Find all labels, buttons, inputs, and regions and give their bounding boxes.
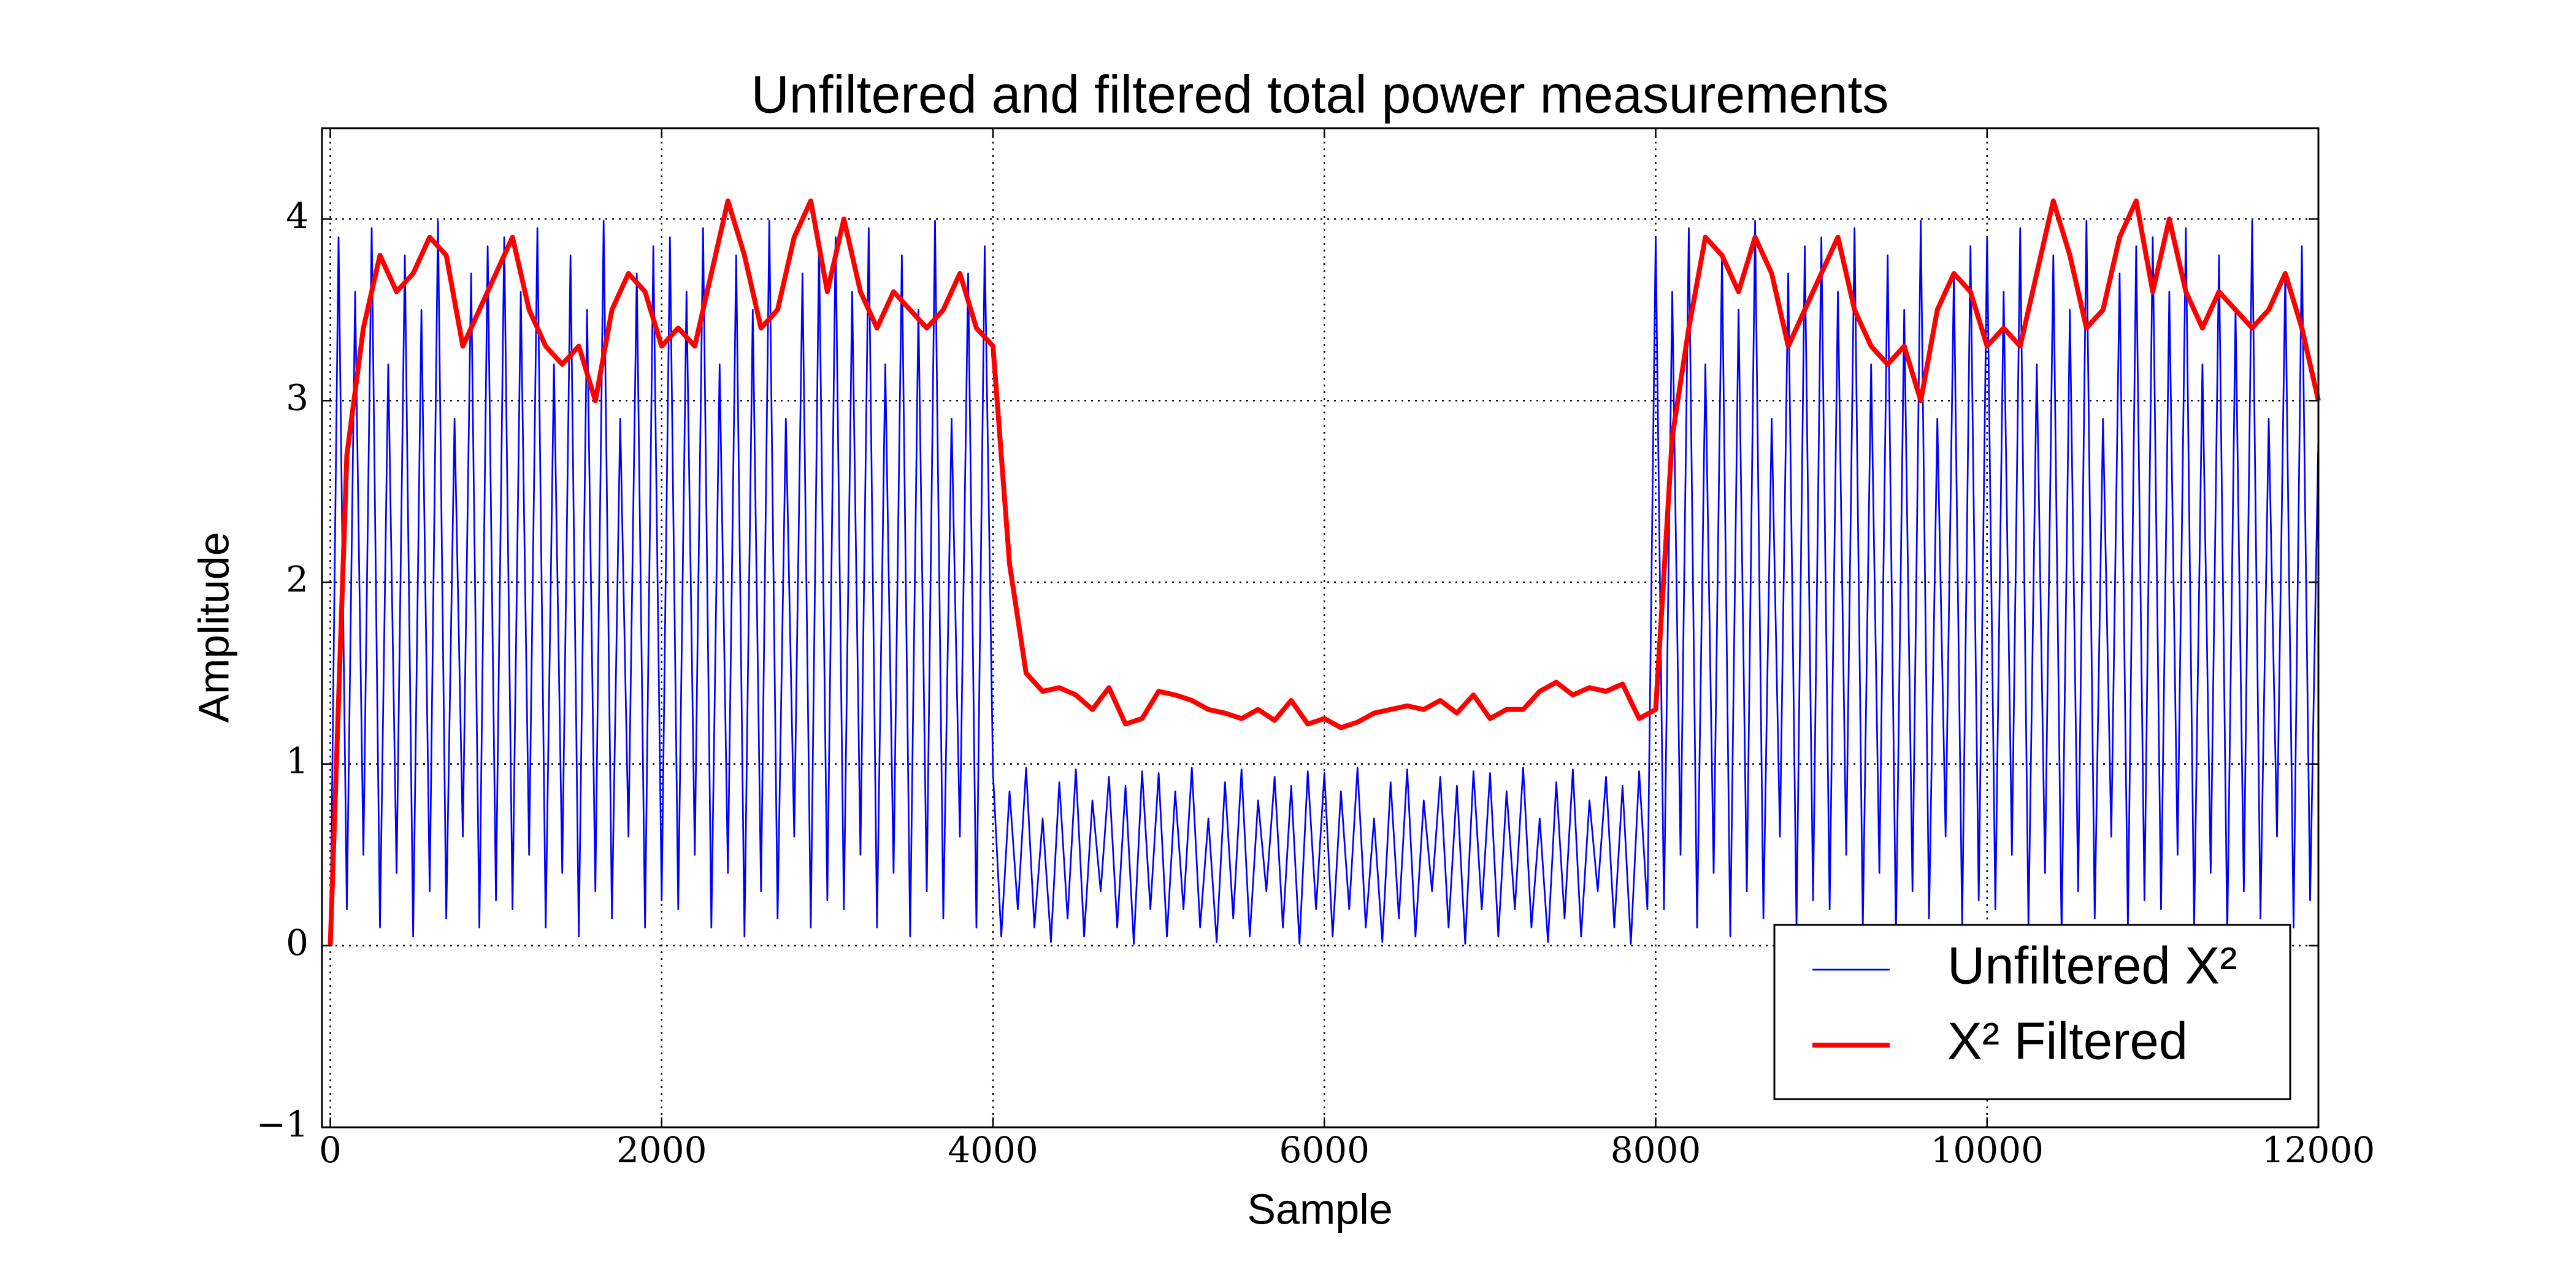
y-tick-label: 0: [286, 922, 309, 964]
x-tick-label: 2000: [616, 1129, 707, 1171]
chart-title: Unfiltered and filtered total power meas…: [751, 66, 1889, 125]
x-tick-label: 0: [319, 1129, 342, 1171]
x-tick-label: 6000: [1279, 1129, 1370, 1171]
series-line: [328, 198, 2321, 946]
y-tick-label: −1: [256, 1103, 309, 1145]
x-tick-label: 8000: [1611, 1129, 1701, 1171]
x-tick-label: 10000: [1930, 1129, 2044, 1171]
y-tick-label: 4: [286, 195, 309, 237]
series-line: [329, 220, 2320, 946]
legend-label: X² Filtered: [1947, 1012, 2188, 1070]
x-tick-label: 4000: [948, 1129, 1038, 1171]
y-tick-label: 3: [286, 377, 309, 418]
plot-area: [328, 198, 2321, 946]
plot-frame: [321, 127, 2320, 1129]
x-axis-label: Sample: [1247, 1185, 1392, 1233]
y-axis-label: Amplitude: [190, 532, 237, 723]
x-tick-label: 12000: [2262, 1129, 2375, 1171]
legend-box: [1773, 924, 2291, 1100]
legend-label: Unfiltered X²: [1947, 937, 2237, 995]
y-tick-label: 2: [286, 558, 309, 600]
y-tick-label: 1: [286, 740, 309, 782]
legend: Unfiltered X² X² Filtered: [1773, 924, 2291, 1100]
